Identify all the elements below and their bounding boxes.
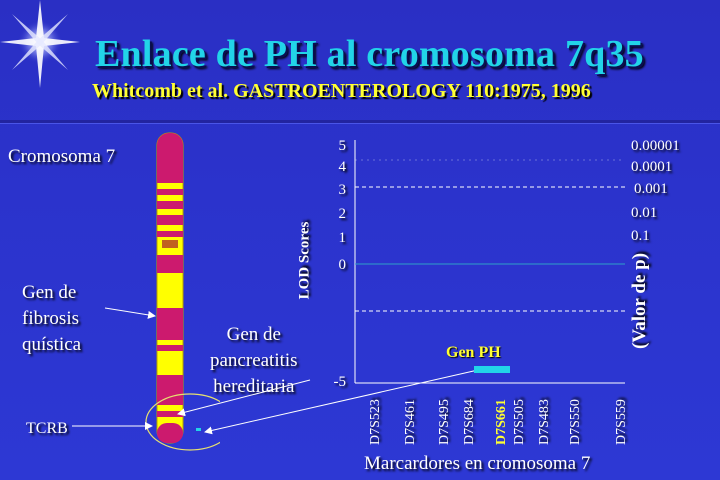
- y-axis-label-right: (Valor de p): [629, 252, 651, 350]
- marker-label: D7S505: [512, 399, 527, 445]
- slide-title: Enlace de PH al cromosoma 7q35: [95, 33, 644, 75]
- slide-subtitle: Whitcomb et al. GASTROENTEROLOGY 110:197…: [92, 80, 591, 102]
- left-tick-label: 3: [338, 182, 347, 198]
- chromosome-band: [157, 155, 183, 183]
- hp-arrow: [177, 379, 311, 417]
- right-tick-label: 0.1: [631, 228, 650, 244]
- chromosome-band: [157, 423, 183, 443]
- chromosome-band: [157, 201, 183, 209]
- chromosome-band: [157, 231, 183, 237]
- marker-label-highlight: D7S661: [494, 399, 509, 445]
- gene-ph-bar: [474, 366, 510, 373]
- chromosome-band: [157, 189, 183, 195]
- chromosome-centromere: [162, 240, 178, 248]
- left-tick-label: 5: [338, 138, 347, 154]
- chromosome-band: [157, 411, 183, 417]
- star-burst-icon: [0, 0, 80, 88]
- left-tick-label: 4: [338, 159, 347, 175]
- gene-ph-arrow: [204, 369, 479, 435]
- chromosome-band: [157, 375, 183, 405]
- marker-label: D7S684: [462, 399, 477, 445]
- gene-ph-label: Gen PH: [446, 344, 501, 361]
- left-tick-label: 0: [338, 257, 347, 273]
- chromosome-band: [157, 255, 183, 273]
- left-tick-label: -5: [333, 374, 347, 390]
- title-divider: [0, 120, 720, 123]
- right-tick-label: 0.001: [634, 181, 668, 197]
- marker-label: D7S495: [437, 399, 452, 445]
- chromosome-band: [157, 215, 183, 225]
- y-axis-label-left: LOD Scores: [296, 221, 313, 300]
- ph-locus-mark: [196, 428, 201, 431]
- marker-label: D7S483: [537, 399, 552, 445]
- right-tick-label: 0.0001: [631, 159, 673, 175]
- right-tick-label: 0.01: [631, 205, 658, 221]
- cf-gene-label: Gen de fibrosis quística: [22, 282, 82, 355]
- marker-label: D7S461: [403, 399, 418, 445]
- chromosome-band: [157, 308, 183, 340]
- cf-arrow: [104, 307, 156, 319]
- chromosome-band: [157, 345, 183, 351]
- hp-gene-label: Gen de pancreatitis hereditaria: [210, 324, 298, 397]
- chromosome-7-diagram: [145, 132, 220, 451]
- marker-label: D7S559: [614, 399, 629, 445]
- tcrb-label: TCRB: [26, 420, 68, 437]
- marker-label: D7S523: [368, 399, 383, 445]
- marker-label: D7S550: [568, 399, 583, 445]
- left-tick-label: 2: [338, 206, 347, 222]
- x-axis-label: Marcardores en cromosoma 7: [364, 453, 591, 474]
- right-tick-label: 0.00001: [631, 138, 680, 154]
- chromosome-label: Cromosoma 7: [8, 146, 116, 167]
- left-tick-label: 1: [338, 230, 347, 246]
